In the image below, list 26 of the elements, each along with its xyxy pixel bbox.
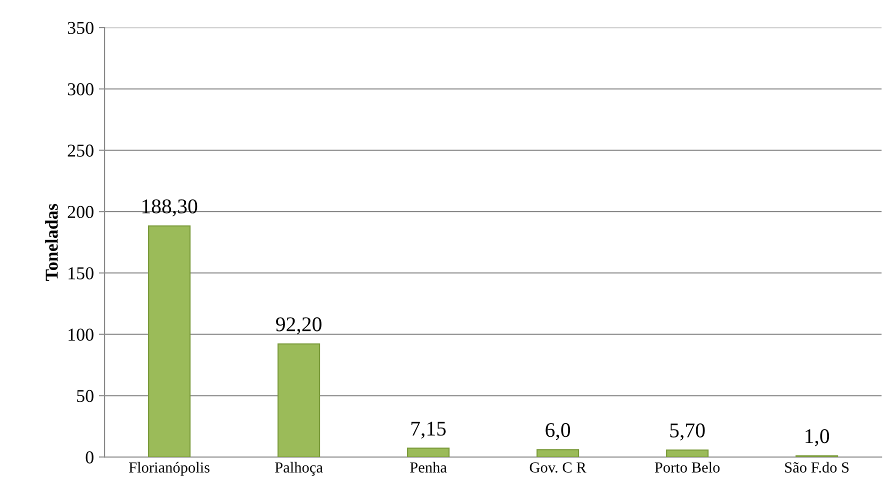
x-tick-label: Palhoça [275, 462, 323, 476]
bar [666, 449, 709, 458]
y-tick-label: 350 [68, 22, 94, 34]
bar [536, 449, 580, 458]
y-tick-label: 200 [68, 206, 94, 218]
bar [278, 343, 320, 458]
data-label: 7,15 [411, 422, 446, 439]
y-tick-label: 150 [68, 267, 94, 280]
y-tick-label: 250 [68, 144, 94, 157]
y-axis-title: Toneladas [45, 204, 58, 281]
x-tick-label: Florianópolis [129, 462, 210, 476]
data-label: 1,0 [806, 429, 830, 446]
x-tick-label: São F.do S [785, 462, 849, 473]
y-tick-label: 0 [86, 451, 94, 464]
x-tick-label: Gov. C R [530, 462, 586, 473]
y-tick-label: 100 [68, 328, 94, 341]
x-tick-label: Penha [410, 462, 447, 473]
data-label: 6,0 [546, 423, 570, 440]
bar [407, 448, 450, 458]
data-label: 188,30 [142, 199, 198, 216]
x-tick-label: Porto Belo [654, 462, 720, 473]
bar [148, 225, 191, 458]
data-label: 92,20 [276, 317, 322, 334]
y-tick-label: 50 [77, 390, 94, 402]
y-tick-label: 300 [68, 83, 94, 96]
data-label: 5,70 [670, 423, 705, 440]
